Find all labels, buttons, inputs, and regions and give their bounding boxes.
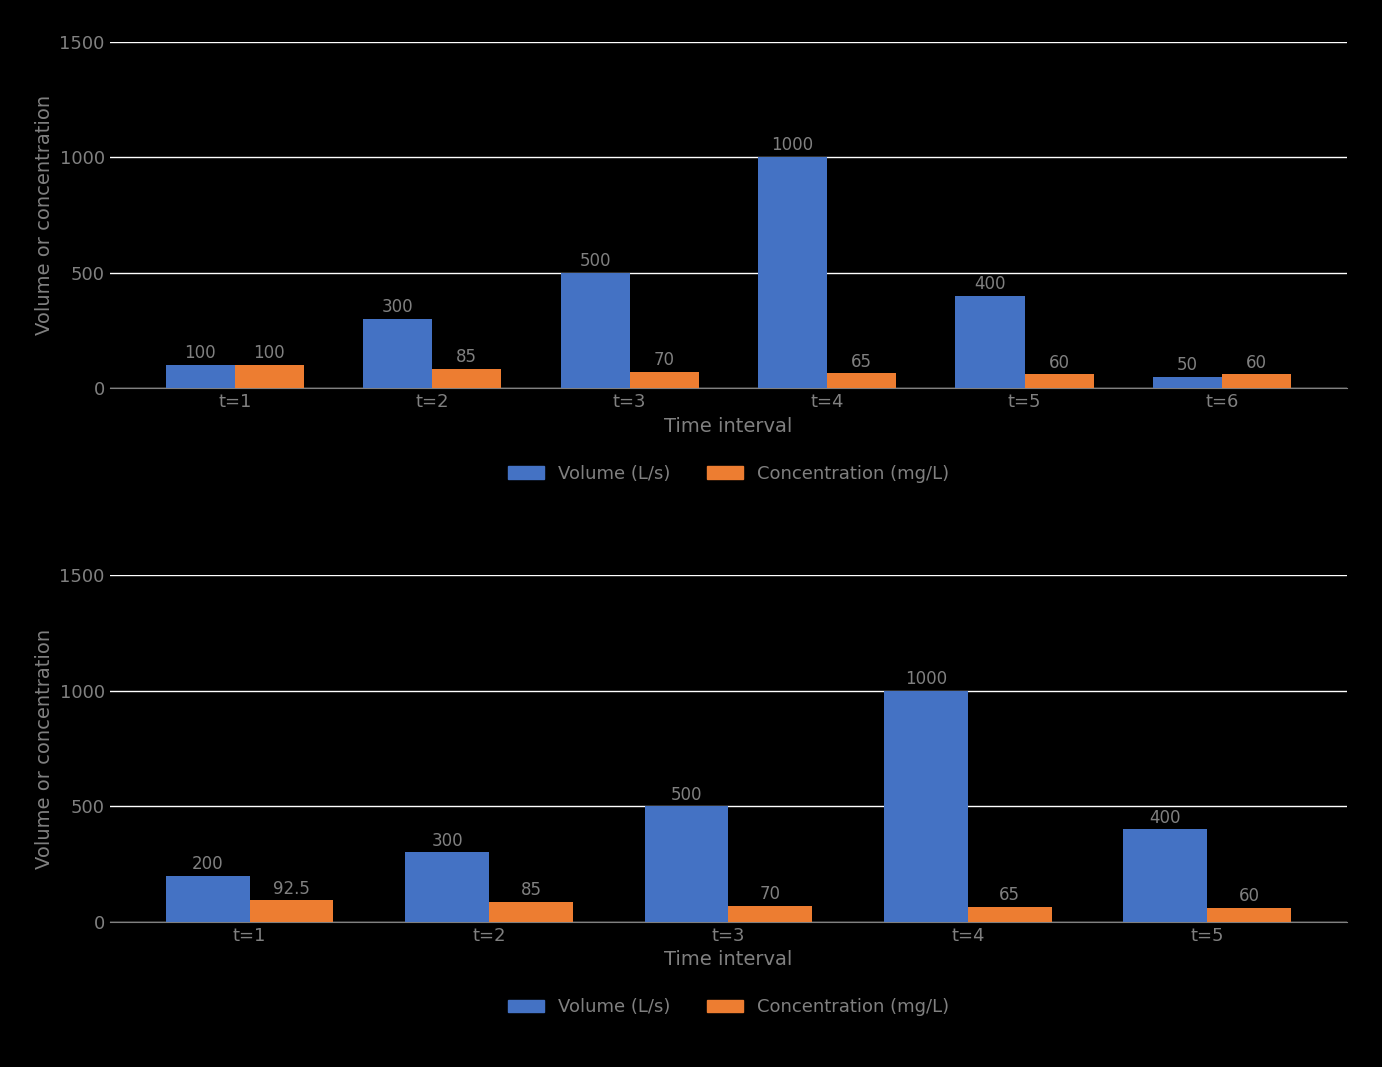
Text: 1000: 1000 <box>771 137 814 155</box>
Bar <box>1222 375 1291 388</box>
Bar <box>884 690 967 922</box>
Bar <box>405 853 489 922</box>
Text: 100: 100 <box>185 345 216 363</box>
Bar <box>1124 829 1208 922</box>
Text: 200: 200 <box>192 855 224 873</box>
Text: 300: 300 <box>431 831 463 849</box>
Text: 500: 500 <box>579 252 611 270</box>
Bar <box>166 876 250 922</box>
Bar <box>363 319 433 388</box>
Y-axis label: Volume or concentration: Volume or concentration <box>35 95 54 335</box>
Text: 100: 100 <box>254 345 285 363</box>
Bar <box>1024 375 1093 388</box>
Text: 60: 60 <box>1238 887 1259 905</box>
Bar <box>644 807 728 922</box>
Bar <box>235 365 304 388</box>
Bar <box>561 273 630 388</box>
Bar <box>1208 908 1291 922</box>
Bar <box>250 901 333 922</box>
Legend: Volume (L/s), Concentration (mg/L): Volume (L/s), Concentration (mg/L) <box>500 458 956 490</box>
Text: 85: 85 <box>521 881 542 899</box>
Text: 400: 400 <box>1150 809 1182 827</box>
Text: 1000: 1000 <box>905 670 947 688</box>
Bar <box>757 157 826 388</box>
Text: 50: 50 <box>1177 356 1198 373</box>
Y-axis label: Volume or concentration: Volume or concentration <box>35 628 54 869</box>
Bar <box>955 296 1024 388</box>
Bar <box>1153 377 1222 388</box>
Text: 65: 65 <box>999 886 1020 904</box>
X-axis label: Time interval: Time interval <box>665 417 793 435</box>
Text: 92.5: 92.5 <box>274 879 310 897</box>
Text: 60: 60 <box>1049 353 1070 371</box>
Bar <box>166 365 235 388</box>
Text: 300: 300 <box>381 298 413 316</box>
Text: 70: 70 <box>654 351 674 369</box>
Bar <box>630 372 699 388</box>
Bar <box>826 373 896 388</box>
Text: 500: 500 <box>670 785 702 803</box>
Text: 85: 85 <box>456 348 477 366</box>
Text: 400: 400 <box>974 275 1006 293</box>
Text: 70: 70 <box>760 885 781 903</box>
Text: 65: 65 <box>851 352 872 370</box>
Bar <box>728 906 813 922</box>
Bar <box>967 907 1052 922</box>
X-axis label: Time interval: Time interval <box>665 951 793 969</box>
Text: 60: 60 <box>1247 353 1267 371</box>
Legend: Volume (L/s), Concentration (mg/L): Volume (L/s), Concentration (mg/L) <box>500 991 956 1023</box>
Bar <box>489 903 572 922</box>
Bar <box>433 369 502 388</box>
